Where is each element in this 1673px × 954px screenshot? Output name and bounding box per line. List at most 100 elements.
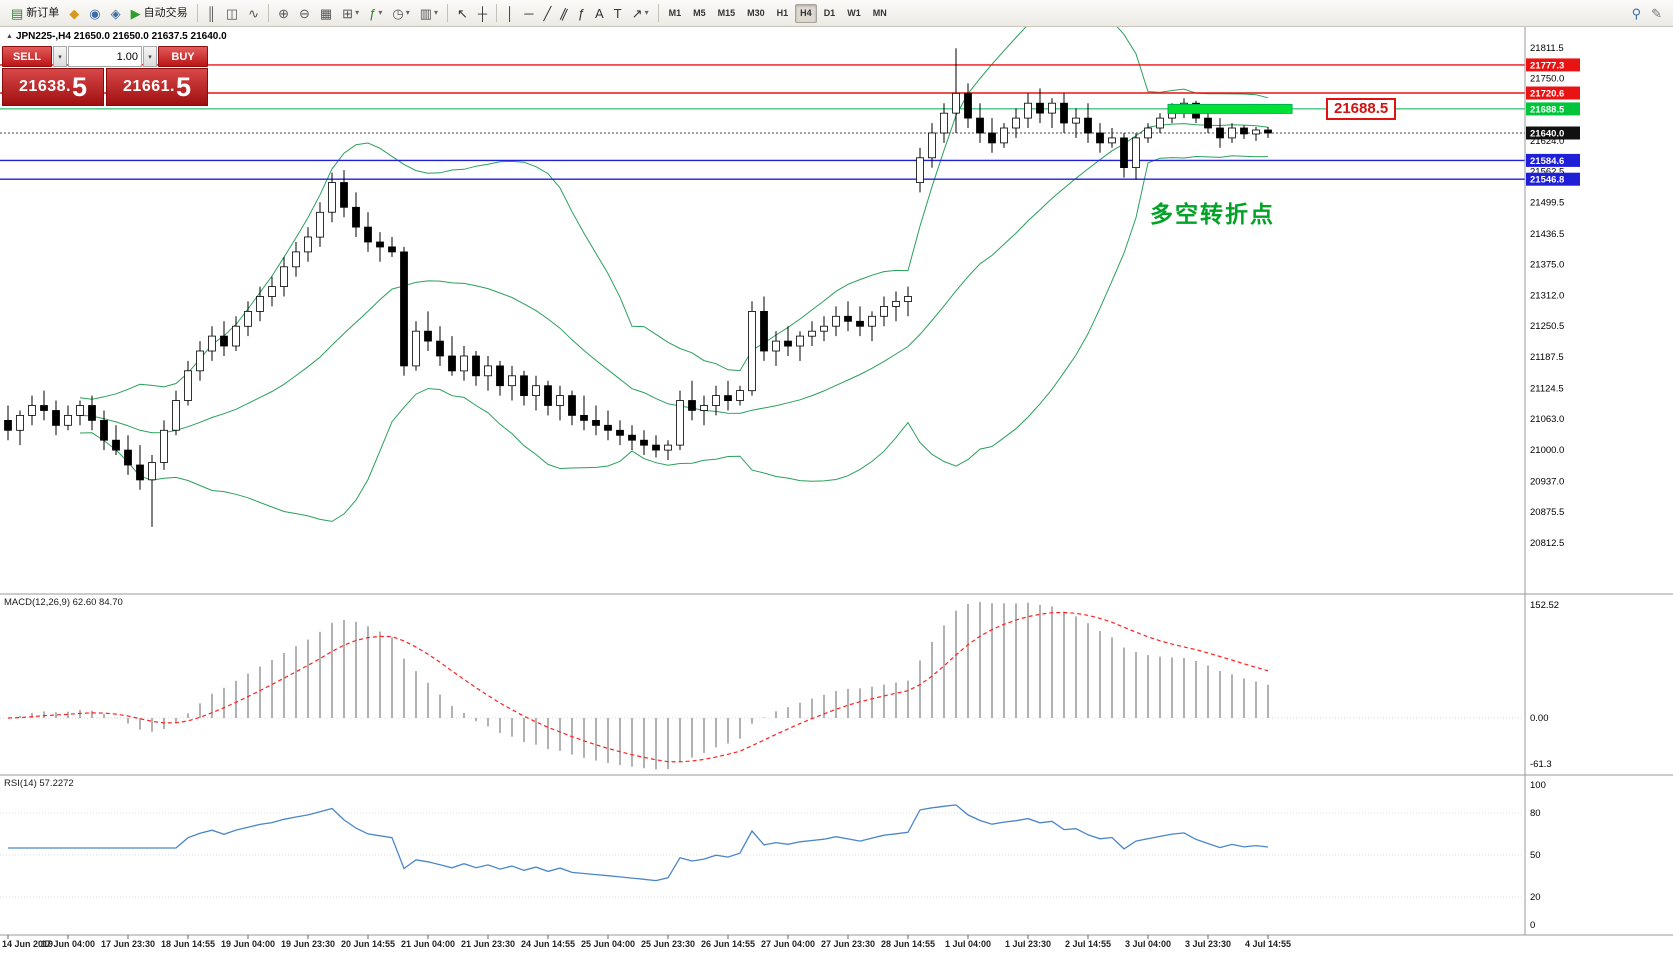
toolbar-equidistant-channel-button[interactable]: ∥ xyxy=(557,3,572,24)
toolbar-indicators-button[interactable]: ƒ ▾ xyxy=(365,3,386,24)
toolbar-right-group: ⚲ ✎ xyxy=(1627,0,1667,26)
text-icon: A xyxy=(595,5,604,21)
price-chart[interactable]: 21811.5 21750.0 21624.0 21562.5 21499.5 21436… xyxy=(0,27,1673,954)
svg-text:20875.5: 20875.5 xyxy=(1530,507,1564,518)
timeframe-d1-button[interactable]: D1 xyxy=(819,4,841,23)
new-order-icon: ▤ xyxy=(11,5,24,21)
svg-text:21187.5: 21187.5 xyxy=(1530,352,1564,363)
toolbar-trendline-button[interactable]: ╱ xyxy=(539,3,555,24)
timeframe-mn-button[interactable]: MN xyxy=(868,4,892,23)
toolbar-text-label-button[interactable]: T xyxy=(610,3,626,24)
chart-region: 21811.5 21750.0 21624.0 21562.5 21499.5 21436… xyxy=(0,27,1673,954)
svg-text:19 Jun 04:00: 19 Jun 04:00 xyxy=(221,939,275,949)
toolbar-autotrading-button[interactable]: ▶ 自动交易 xyxy=(127,3,192,24)
volume-dropdown-button[interactable]: ▾ xyxy=(143,46,157,67)
support-zone-bar[interactable] xyxy=(1167,103,1293,114)
svg-text:21750.0: 21750.0 xyxy=(1530,74,1564,85)
toolbar-candlestick-chart-button[interactable]: ◫ xyxy=(222,3,242,24)
svg-text:21 Jun 23:30: 21 Jun 23:30 xyxy=(461,939,515,949)
market-watch-icon: ◆ xyxy=(69,5,80,21)
horizontal-level-lines[interactable] xyxy=(0,64,1525,180)
svg-text:20 Jun 14:55: 20 Jun 14:55 xyxy=(341,939,395,949)
new-order-label: 新订单 xyxy=(26,6,60,19)
svg-text:21546.8: 21546.8 xyxy=(1530,175,1564,186)
bar-chart-icon: ║ xyxy=(206,5,216,21)
sell-dropdown-button[interactable]: ▾ xyxy=(53,46,67,67)
dropdown-arrow-icon: ▾ xyxy=(434,8,439,17)
toolbar-periods-button[interactable]: ◷ ▾ xyxy=(388,3,413,24)
navigator-icon: ◈ xyxy=(110,5,121,21)
svg-text:21499.5: 21499.5 xyxy=(1530,198,1564,209)
toolbar-new-chart-button[interactable]: ⊞ ▾ xyxy=(338,3,363,24)
trendline-icon: ╱ xyxy=(543,5,552,21)
svg-text:21000.0: 21000.0 xyxy=(1530,445,1564,456)
toolbar-zoom-in-button[interactable]: ⊕ xyxy=(274,3,293,24)
timeframe-m1-button[interactable]: M1 xyxy=(664,4,687,23)
chart-icon: ▲ xyxy=(6,33,13,40)
svg-text:27 Jun 04:00: 27 Jun 04:00 xyxy=(761,939,815,949)
toolbar-vertical-line-button[interactable]: │ xyxy=(502,3,518,24)
toolbar-navigator-button[interactable]: ◈ xyxy=(107,3,125,24)
toolbar-templates-button[interactable]: ▥ ▾ xyxy=(416,3,442,24)
toolbar-zoom-out-button[interactable]: ⊖ xyxy=(295,3,314,24)
toolbar-line-chart-button[interactable]: ∿ xyxy=(244,3,263,24)
buy-price-button[interactable]: 21661. 5 xyxy=(106,68,208,106)
quick-edit-icon: ✎ xyxy=(1651,5,1662,21)
timeframe-m5-button[interactable]: M5 xyxy=(688,4,711,23)
volume-input[interactable] xyxy=(68,46,142,67)
toolbar-crosshair-button[interactable]: ┼ xyxy=(474,3,491,24)
svg-text:28 Jun 14:55: 28 Jun 14:55 xyxy=(881,939,935,949)
timeframe-h4-button[interactable]: H4 xyxy=(795,3,817,23)
one-click-trading-panel: SELL ▾ ▾ BUY 21638.5 21661.5 xyxy=(2,46,208,106)
svg-text:21124.5: 21124.5 xyxy=(1530,383,1564,394)
fibonacci-icon: ƒ xyxy=(577,5,586,21)
svg-text:-61.3: -61.3 xyxy=(1530,759,1552,770)
toolbar-cursor-button[interactable]: ↖ xyxy=(453,3,472,24)
toolbar-bar-chart-button[interactable]: ║ xyxy=(203,3,220,24)
candlestick-chart-icon: ◫ xyxy=(225,5,239,21)
svg-text:17 Jun 23:30: 17 Jun 23:30 xyxy=(101,939,155,949)
rsi-line xyxy=(8,804,1269,882)
svg-text:17 Jun 04:00: 17 Jun 04:00 xyxy=(41,939,95,949)
rsi-level-lines xyxy=(0,812,1525,898)
svg-text:21250.5: 21250.5 xyxy=(1530,321,1564,332)
toolbar-fibonacci-button[interactable]: ƒ xyxy=(574,3,589,24)
toolbar-data-window-button[interactable]: ◉ xyxy=(85,3,104,24)
toolbar-separator xyxy=(196,4,198,22)
trade-panel-prices: 21638. 5 21661. 5 xyxy=(2,68,208,106)
autotrading-label: 自动交易 xyxy=(143,6,188,19)
timeframe-w1-button[interactable]: W1 xyxy=(842,4,866,23)
buy-button[interactable]: BUY xyxy=(158,46,208,67)
timeframe-m30-button[interactable]: M30 xyxy=(742,4,770,23)
toolbar-new-order-button[interactable]: ▤ 新订单 xyxy=(7,3,63,24)
svg-text:20812.5: 20812.5 xyxy=(1530,538,1564,549)
toolbar-search-button[interactable]: ⚲ xyxy=(1628,3,1646,24)
svg-text:80: 80 xyxy=(1530,808,1541,819)
svg-text:3 Jul 04:00: 3 Jul 04:00 xyxy=(1125,939,1171,949)
toolbar-horizontal-line-button[interactable]: ─ xyxy=(520,3,537,24)
toolbar-arrows-button[interactable]: ↗ ▾ xyxy=(628,3,653,24)
toolbar-separator xyxy=(447,4,449,22)
toolbar-separator xyxy=(268,4,270,22)
text-label-icon: T xyxy=(613,5,622,21)
autotrading-icon: ▶ xyxy=(130,5,141,21)
svg-text:21562.5: 21562.5 xyxy=(1530,166,1564,177)
sell-price-big-digit: 5 xyxy=(71,71,87,102)
toolbar-market-watch-button[interactable]: ◆ xyxy=(65,3,83,24)
toolbar-tile-windows-button[interactable]: ▦ xyxy=(316,3,336,24)
arrows-icon: ↗ xyxy=(631,5,643,21)
horizontal-line-icon: ─ xyxy=(524,5,534,21)
zoom-out-icon: ⊖ xyxy=(298,5,310,21)
sell-price-button[interactable]: 21638. 5 xyxy=(2,68,104,106)
timeframe-m15-button[interactable]: M15 xyxy=(713,4,741,23)
trade-panel-controls: SELL ▾ ▾ BUY xyxy=(2,46,208,67)
svg-text:3 Jul 23:30: 3 Jul 23:30 xyxy=(1185,939,1231,949)
buy-price-big-digit: 5 xyxy=(175,71,191,102)
tile-windows-icon: ▦ xyxy=(319,5,333,21)
toolbar-text-button[interactable]: A xyxy=(591,3,608,24)
sell-button[interactable]: SELL xyxy=(2,46,52,67)
timeframe-h1-button[interactable]: H1 xyxy=(772,4,794,23)
rsi-scale-labels: 100 80 50 20 0 xyxy=(1530,780,1546,931)
svg-text:21375.0: 21375.0 xyxy=(1530,259,1564,270)
toolbar-quick-edit-button[interactable]: ✎ xyxy=(1647,3,1666,24)
